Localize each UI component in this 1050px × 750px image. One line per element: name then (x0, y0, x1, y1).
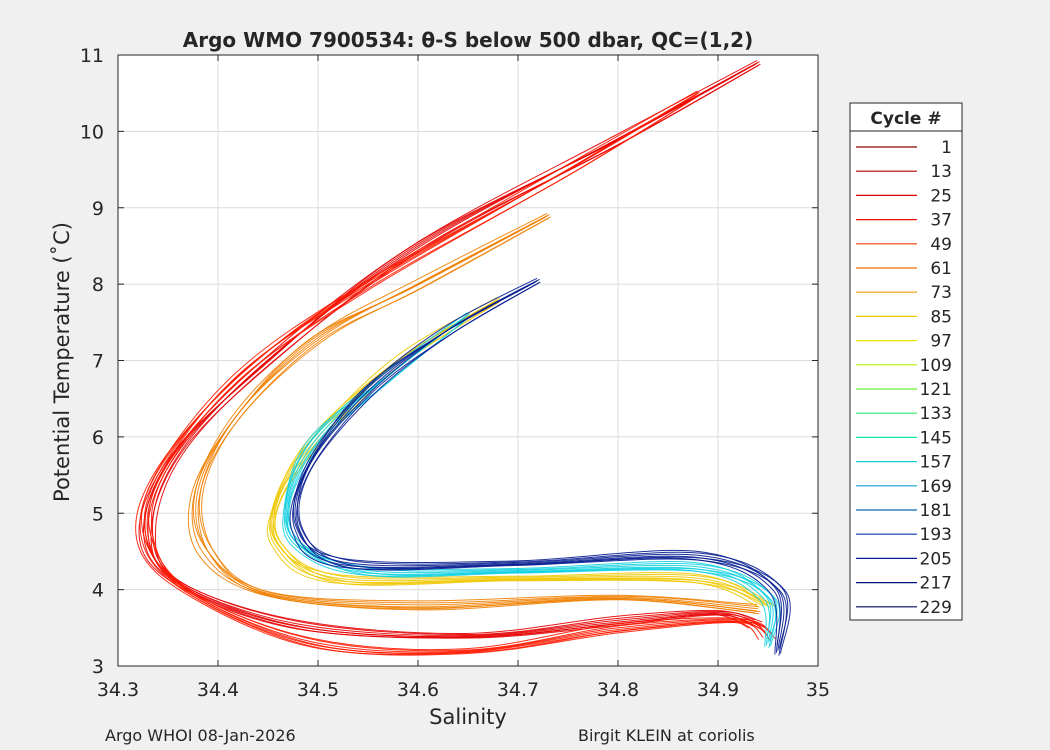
legend-entry: 73 (856, 283, 952, 303)
legend-label: 145 (920, 428, 952, 448)
legend-entry: 157 (856, 453, 952, 473)
legend-entry: 25 (856, 186, 952, 206)
y-tick-label: 8 (92, 274, 104, 296)
series-line-copy (289, 281, 778, 655)
legend-entry: 49 (856, 235, 952, 255)
legend-label: 73 (930, 283, 952, 303)
x-tick-labels: 34.3 34.4 34.5 34.6 34.7 34.8 34.9 35 (97, 679, 830, 701)
legend: Cycle # 1 13 25 37 49 61 73 85 97 109 121 133 145 157… (849, 102, 963, 621)
x-tick-label: 34.3 (97, 679, 139, 701)
legend-entry: 181 (856, 501, 952, 521)
footer-left: Argo WHOI 08-Jan-2026 (105, 726, 296, 745)
series-group (289, 277, 791, 656)
y-tick-label: 4 (92, 580, 104, 602)
legend-label: 1 (941, 138, 952, 158)
legend-items: 1 13 25 37 49 61 73 85 97 109 121 133 145 157 169 181 19… (856, 138, 952, 618)
legend-label: 133 (920, 404, 952, 424)
series-group (135, 90, 776, 656)
series-line-copy (266, 300, 760, 608)
legend-entry: 169 (856, 477, 952, 497)
series-line-copy (139, 93, 764, 654)
legend-label: 37 (930, 211, 952, 231)
series-line-copy (150, 94, 776, 655)
series-line-copy (284, 312, 772, 640)
legend-entry: 229 (856, 598, 952, 618)
series-line-copy (292, 277, 782, 647)
x-tick-label: 34.7 (497, 679, 539, 701)
y-tick-label: 5 (92, 503, 104, 525)
series-line-copy (144, 60, 758, 635)
legend-entry: 1 (856, 138, 952, 158)
legend-label: 25 (930, 186, 952, 206)
profile-curves (135, 60, 791, 656)
legend-label: 157 (920, 453, 952, 473)
series-line-copy (146, 95, 772, 656)
y-tick-label: 11 (80, 45, 104, 67)
legend-label: 121 (920, 380, 952, 400)
series-line-copy (148, 91, 773, 652)
y-tick-label: 9 (92, 198, 104, 220)
y-tick-label: 6 (92, 427, 104, 449)
series-group (187, 212, 761, 615)
legend-entry: 133 (856, 404, 952, 424)
x-tick-label: 34.9 (697, 679, 739, 701)
legend-entry: 97 (856, 332, 952, 352)
axes-box (117, 54, 819, 667)
x-tick-label: 34.6 (397, 679, 439, 701)
legend-entry: 37 (856, 211, 952, 231)
legend-entry: 145 (856, 428, 952, 448)
series-line-copy (298, 281, 791, 654)
x-tick-label: 34.5 (297, 679, 339, 701)
legend-label: 217 (920, 574, 952, 594)
x-tick-label: 34.8 (597, 679, 639, 701)
series-line-copy (192, 212, 758, 606)
legend-title: Cycle # (870, 109, 941, 129)
legend-entry: 121 (856, 380, 952, 400)
x-tick-label: 34.4 (197, 679, 239, 701)
series-line-copy (286, 316, 777, 649)
legend-label: 205 (920, 549, 952, 569)
chart-title: Argo WMO 7900534: θ-S below 500 dbar, QC… (183, 28, 753, 52)
legend-label: 61 (930, 259, 952, 279)
legend-label: 109 (920, 356, 952, 376)
grid (117, 54, 819, 667)
series-line-copy (150, 64, 762, 639)
y-tick-labels: 3 4 5 6 7 8 9 10 11 (80, 45, 104, 678)
legend-label: 97 (930, 332, 952, 352)
x-tick-label: 35 (806, 679, 830, 701)
series-line-copy (197, 217, 760, 615)
legend-entry: 205 (856, 549, 952, 569)
legend-entry: 85 (856, 307, 952, 327)
legend-entry: 109 (856, 356, 952, 376)
y-axis-label: Potential Temperature (˚C) (50, 222, 74, 502)
legend-entry: 217 (856, 574, 952, 594)
legend-entry: 13 (856, 162, 952, 182)
legend-label: 85 (930, 307, 952, 327)
series-line-copy (296, 282, 787, 656)
y-tick-label: 10 (80, 121, 104, 143)
x-axis-label: Salinity (429, 705, 507, 729)
footer-right: Birgit KLEIN at coriolis (578, 726, 755, 745)
legend-entry: 193 (856, 525, 952, 545)
legend-label: 13 (930, 162, 952, 182)
y-tick-label: 7 (92, 351, 104, 373)
legend-entry: 61 (856, 259, 952, 279)
y-tick-label: 3 (92, 656, 104, 678)
legend-label: 229 (920, 598, 952, 618)
series-line (143, 92, 769, 653)
series-line-copy (140, 90, 766, 651)
legend-label: 193 (920, 525, 952, 545)
legend-label: 169 (920, 477, 952, 497)
series-line-copy (154, 63, 766, 638)
legend-label: 181 (920, 501, 952, 521)
legend-label: 49 (930, 235, 952, 255)
